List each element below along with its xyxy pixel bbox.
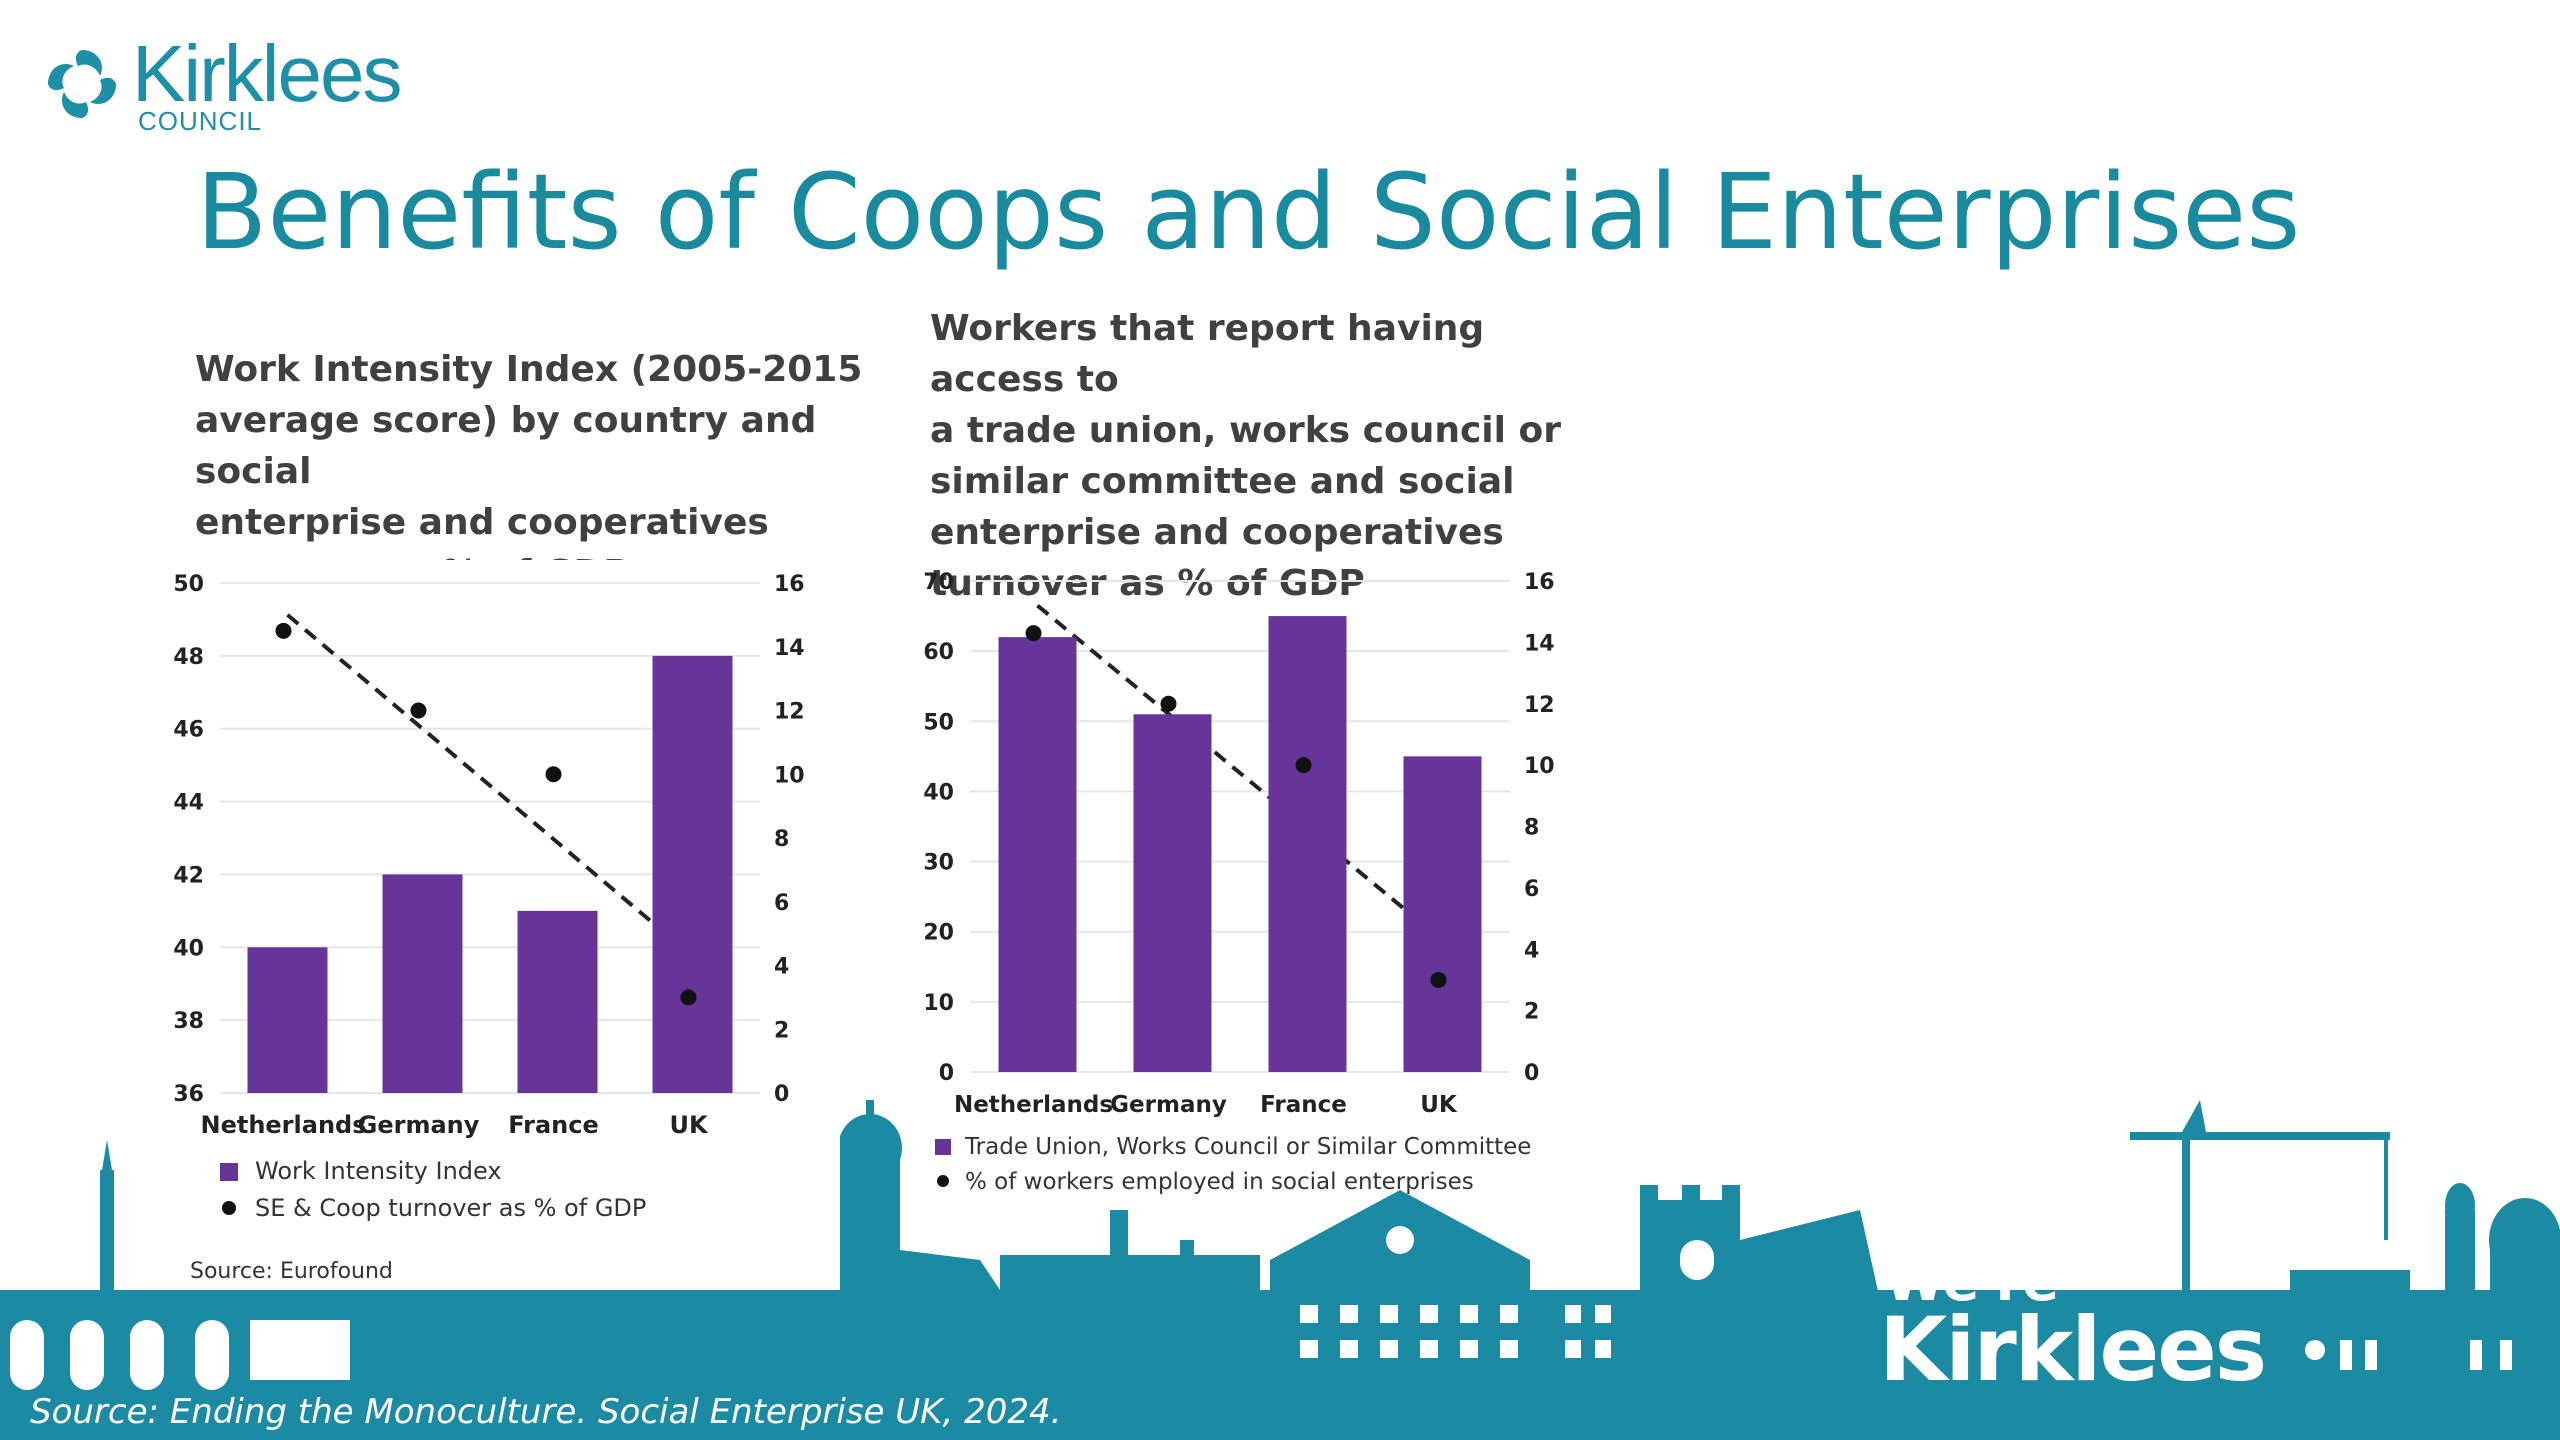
chart1-title-line: enterprise and cooperatives bbox=[195, 502, 769, 543]
point-france bbox=[1295, 757, 1312, 774]
y2-tick-label: 4 bbox=[1524, 938, 1539, 963]
legend-label: Trade Union, Works Council or Similar Co… bbox=[964, 1134, 1531, 1160]
y2-tick-label: 14 bbox=[1524, 631, 1555, 656]
x-tick-label: Germany bbox=[1110, 1092, 1227, 1118]
chart1-legend: Work Intensity Index SE & Coop turnover … bbox=[220, 1157, 646, 1222]
legend-label: Work Intensity Index bbox=[255, 1157, 502, 1185]
y-tick-label: 40 bbox=[173, 936, 204, 961]
y2-tick-label: 16 bbox=[1524, 570, 1555, 595]
y2-tick-label: 12 bbox=[774, 700, 805, 725]
y2-tick-label: 0 bbox=[1524, 1061, 1539, 1086]
trend-line bbox=[1036, 604, 1436, 936]
bar-netherlands bbox=[247, 947, 328, 1093]
chart2-title-line: Workers that report having access to bbox=[930, 308, 1485, 400]
chart2-title-line: enterprise and cooperatives bbox=[930, 512, 1504, 553]
point-france bbox=[545, 766, 562, 783]
legend-label: SE & Coop turnover as % of GDP bbox=[255, 1194, 646, 1222]
bar-france bbox=[1268, 616, 1347, 1072]
x-tick-label: France bbox=[508, 1111, 598, 1139]
chart2-title-line: similar committee and social bbox=[930, 461, 1515, 502]
y2-tick-label: 2 bbox=[774, 1018, 789, 1043]
y-tick-label: 42 bbox=[173, 863, 204, 888]
y2-tick-label: 8 bbox=[774, 827, 789, 852]
swirl-logo-icon bbox=[48, 50, 116, 118]
point-germany bbox=[1160, 695, 1177, 712]
y2-tick-label: 6 bbox=[774, 891, 789, 916]
skyline-illustration bbox=[0, 1100, 2560, 1440]
y-tick-label: 20 bbox=[923, 921, 954, 946]
y2-tick-label: 4 bbox=[774, 955, 789, 980]
page-title: Benefits of Coops and Social Enterprises bbox=[196, 151, 2301, 273]
legend-label: % of workers employed in social enterpri… bbox=[965, 1169, 1474, 1195]
point-germany bbox=[410, 702, 427, 719]
legend-bar-swatch bbox=[220, 1163, 238, 1181]
y2-tick-label: 10 bbox=[1524, 754, 1555, 779]
chart2-trade-union: 0 10 20 30 40 50 60 70 0 2 4 6 8 10 12 14 16 Netherland… bbox=[923, 570, 1555, 1195]
legend-bar-swatch bbox=[935, 1139, 951, 1155]
brand-name: Kirklees bbox=[1879, 1298, 2267, 1401]
point-uk bbox=[1430, 971, 1447, 988]
y2-tick-label: 16 bbox=[774, 572, 805, 597]
y-tick-label: 38 bbox=[173, 1009, 204, 1034]
y-tick-label: 70 bbox=[923, 570, 954, 595]
bar-netherlands bbox=[998, 637, 1077, 1072]
x-tick-label: Germany bbox=[358, 1111, 480, 1139]
y2-tick-label: 10 bbox=[774, 763, 805, 788]
x-tick-label: Netherlands bbox=[954, 1092, 1113, 1118]
x-tick-label: France bbox=[1260, 1092, 1347, 1118]
legend-dot-swatch bbox=[222, 1201, 236, 1215]
y-tick-label: 40 bbox=[923, 780, 954, 805]
y-tick-label: 46 bbox=[173, 718, 204, 743]
trend-line bbox=[286, 613, 686, 952]
bar-uk bbox=[652, 655, 733, 1093]
chart1-source: Source: Eurofound bbox=[190, 1259, 393, 1284]
y2-tick-label: 2 bbox=[1524, 1000, 1539, 1025]
x-tick-label: UK bbox=[669, 1111, 708, 1139]
chart1-title-line: Work Intensity Index (2005-2015 bbox=[195, 349, 863, 390]
were-kirklees-brand: We're Kirklees bbox=[1879, 1250, 2267, 1420]
y2-tick-label: 12 bbox=[1524, 693, 1555, 718]
x-tick-label: UK bbox=[1420, 1092, 1458, 1118]
chart2-title: Workers that report having access to a t… bbox=[930, 303, 1630, 609]
legend-dot-swatch bbox=[937, 1175, 949, 1187]
y-tick-label: 10 bbox=[923, 991, 954, 1016]
logo-name: Kirklees bbox=[132, 29, 403, 118]
y-tick-label: 48 bbox=[173, 645, 204, 670]
y-tick-label: 50 bbox=[923, 710, 954, 735]
footer-source: Source: Ending the Monoculture. Social E… bbox=[30, 1392, 1062, 1432]
chart2-title-line: a trade union, works council or bbox=[930, 410, 1561, 451]
bar-france bbox=[517, 910, 598, 1093]
kirklees-logo: Kirklees COUNCIL bbox=[40, 34, 420, 142]
y-tick-label: 50 bbox=[173, 572, 204, 597]
y-tick-label: 30 bbox=[923, 851, 954, 876]
chart2-title-line: turnover as % of GDP bbox=[930, 563, 1365, 604]
point-netherlands bbox=[275, 622, 292, 639]
bar-germany bbox=[1133, 714, 1212, 1072]
y-tick-label: 36 bbox=[173, 1082, 204, 1107]
y-tick-label: 44 bbox=[173, 791, 204, 816]
y-tick-label: 0 bbox=[939, 1061, 954, 1086]
y2-tick-label: 0 bbox=[774, 1082, 789, 1107]
y2-tick-label: 6 bbox=[1524, 877, 1539, 902]
y2-tick-label: 14 bbox=[774, 636, 805, 661]
chart2-legend: Trade Union, Works Council or Similar Co… bbox=[935, 1134, 1531, 1195]
logo-subtitle: COUNCIL bbox=[138, 106, 263, 136]
y-tick-label: 60 bbox=[923, 640, 954, 665]
brand-we: We're bbox=[1885, 1250, 2060, 1313]
chart1-title-line: average score) by country and social bbox=[195, 400, 817, 492]
y2-tick-label: 8 bbox=[1524, 816, 1539, 841]
point-uk bbox=[680, 989, 697, 1006]
bar-uk bbox=[1403, 756, 1482, 1072]
point-netherlands bbox=[1025, 625, 1042, 642]
x-tick-label: Netherlands bbox=[200, 1111, 366, 1139]
bar-germany bbox=[382, 874, 463, 1093]
